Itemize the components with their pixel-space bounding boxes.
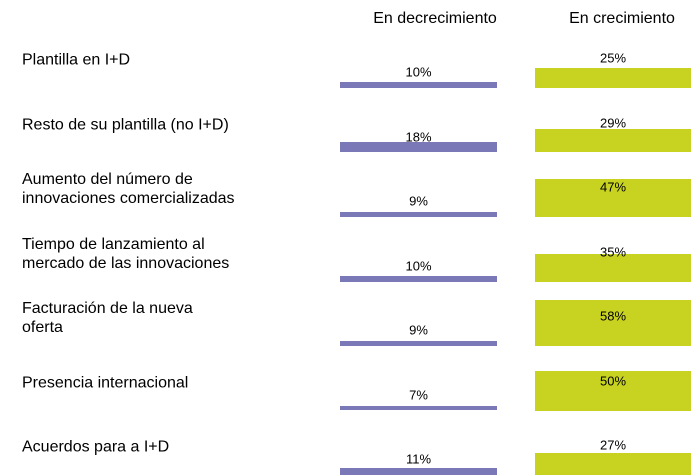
- value-label: 27%: [599, 437, 627, 453]
- category-label: Presencia internacional: [22, 374, 189, 391]
- category-label: Facturación de la nueva oferta: [22, 300, 193, 336]
- value-label: 9%: [409, 322, 428, 338]
- bar: [340, 406, 497, 411]
- bar: [535, 129, 691, 153]
- bar: [340, 211, 497, 217]
- value-label: 35%: [599, 244, 627, 259]
- bar: [535, 253, 691, 282]
- value-label: 7%: [409, 387, 428, 402]
- category-label: Acuerdos para a I+D: [22, 438, 170, 456]
- value-label: 11%: [405, 451, 432, 467]
- value-label: 9%: [409, 193, 428, 209]
- column-header: En decrecimiento: [373, 10, 497, 27]
- category-label: Aumento del número de innovaciones comer…: [22, 171, 235, 207]
- bar: [340, 468, 497, 475]
- bar: [340, 141, 497, 153]
- bar: [535, 179, 691, 217]
- category-label: Plantilla en I+D: [22, 51, 131, 69]
- value-label: 47%: [599, 179, 627, 195]
- bar: [535, 370, 691, 411]
- category-label: Tiempo de lanzamiento al mercado de las …: [22, 235, 230, 272]
- value-label: 10%: [405, 258, 432, 273]
- value-label: 25%: [599, 50, 627, 66]
- bar: [340, 340, 497, 346]
- bar: [340, 275, 497, 282]
- bar: [535, 68, 691, 88]
- value-label: 18%: [405, 129, 432, 144]
- bar: [535, 299, 691, 346]
- value-label: 58%: [599, 308, 627, 324]
- value-label: 50%: [599, 373, 627, 388]
- bar: [535, 453, 691, 475]
- category-label: Resto de su plantilla (no I+D): [22, 116, 229, 133]
- value-label: 29%: [599, 115, 627, 130]
- bar: [340, 82, 497, 88]
- column-header: En crecimiento: [569, 10, 675, 27]
- value-label: 10%: [405, 64, 432, 80]
